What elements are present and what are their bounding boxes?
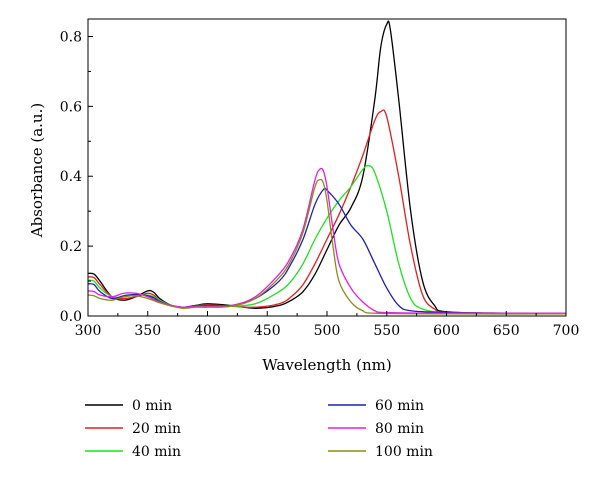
x-axis-title: Wavelength (nm) [262,356,391,374]
x-tick-label: 300 [75,323,102,339]
series-line-3 [87,187,567,314]
x-axis: 300 350 400 450 500 550 600 650 700 [75,311,580,339]
y-tick-label: 0.8 [60,29,82,45]
legend-label: 20 min [132,421,181,437]
y-tick-label: 0.6 [60,99,82,115]
legend: 0 min 20 min 40 min 60 min 80 min 100 min [85,398,433,460]
y-tick-label: 0.4 [60,169,82,185]
series-line-0 [87,20,567,314]
y-axis: 0.0 0.2 0.4 0.6 0.8 [60,29,93,325]
x-tick-label: 400 [194,323,221,339]
plot-lines [87,20,567,315]
x-tick-label: 450 [254,323,281,339]
x-tick-label: 550 [373,323,400,339]
series-line-5 [87,178,567,315]
y-axis-title: Absorbance (a.u.) [28,103,46,238]
x-tick-label: 600 [433,323,460,339]
x-tick-label: 500 [314,323,341,339]
legend-label: 0 min [132,398,172,414]
legend-label: 80 min [375,421,424,437]
series-line-4 [87,167,567,314]
x-tick-label: 350 [134,323,161,339]
legend-label: 100 min [375,444,433,460]
y-tick-label: 0.2 [60,239,82,255]
plot-frame [87,18,567,317]
legend-label: 60 min [375,398,424,414]
y-tick-label: 0.0 [60,309,82,325]
series-line-1 [87,109,567,314]
x-tick-label: 700 [553,323,580,339]
x-tick-label: 650 [493,323,520,339]
legend-label: 40 min [132,444,181,460]
